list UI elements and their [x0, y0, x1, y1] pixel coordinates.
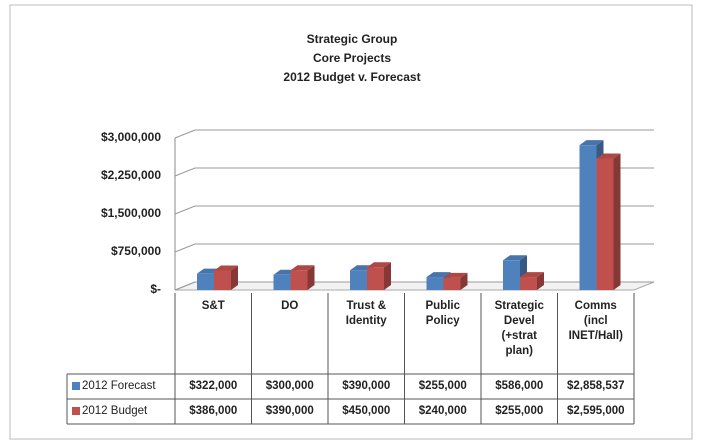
legend-label: 2012 Budget: [82, 405, 148, 417]
bar-side: [307, 265, 315, 290]
chart-title: 2012 Budget v. Forecast: [283, 70, 420, 84]
y-tick-label: $750,000: [111, 244, 161, 258]
table-value: $390,000: [342, 380, 391, 392]
bar: [273, 274, 291, 290]
chart-title: Core Projects: [313, 51, 391, 65]
grid-line-side: [174, 281, 196, 291]
bar-top: [443, 272, 468, 278]
grid-line-side: [174, 205, 196, 215]
table-value: $2,595,000: [566, 405, 625, 417]
table-value: $2,858,537: [566, 380, 625, 392]
bar: [426, 277, 444, 290]
table-value: $255,000: [495, 405, 544, 417]
table-value: $450,000: [342, 405, 391, 417]
category-label: Public Policy: [425, 300, 460, 327]
bar: [503, 260, 520, 290]
bar: [197, 273, 214, 290]
legend-swatch: [72, 407, 80, 415]
table-value: $300,000: [265, 380, 314, 392]
table-value: $390,000: [265, 405, 314, 417]
grid-line-side: [174, 243, 196, 253]
bar-top: [214, 265, 238, 271]
bar-top: [367, 262, 391, 268]
bar-top: [503, 255, 527, 261]
bar-side: [613, 153, 621, 290]
legend-label: 2012 Forecast: [82, 380, 156, 392]
bar: [596, 158, 614, 290]
bar-top: [596, 153, 621, 159]
bar: [290, 270, 308, 290]
bar: [579, 145, 597, 290]
bar-side: [460, 272, 468, 290]
legend-swatch: [72, 382, 80, 390]
y-tick-label: $1,500,000: [101, 206, 161, 220]
bar-side: [384, 262, 391, 290]
category-label: Comms (incl INET/Hall): [568, 300, 623, 342]
category-label: DO: [281, 300, 299, 312]
bar: [214, 270, 231, 290]
bar-side: [537, 272, 544, 290]
grid-line-side: [174, 129, 196, 139]
table-value: $586,000: [495, 380, 544, 392]
bar: [367, 267, 384, 290]
bar: [520, 277, 537, 290]
bar-side: [231, 265, 238, 290]
table-value: $240,000: [418, 405, 467, 417]
y-tick-label: $2,250,000: [101, 168, 161, 182]
y-tick-label: $-: [150, 282, 161, 296]
table-value: $255,000: [418, 380, 467, 392]
category-label: Strategic Devel (+strat plan): [494, 300, 544, 357]
category-label: S&T: [201, 300, 225, 312]
grid-line-side: [174, 167, 196, 177]
bar: [443, 277, 461, 290]
table-value: $322,000: [189, 380, 238, 392]
y-tick-label: $3,000,000: [101, 130, 161, 144]
bar-top: [579, 140, 604, 146]
category-label: Trust & Identity: [345, 300, 387, 327]
bar-top: [290, 265, 315, 271]
bar: [350, 270, 367, 290]
bar-top: [426, 272, 451, 278]
bar-top: [520, 272, 544, 278]
table-value: $386,000: [189, 405, 238, 417]
chart-title: Strategic Group: [307, 32, 398, 46]
